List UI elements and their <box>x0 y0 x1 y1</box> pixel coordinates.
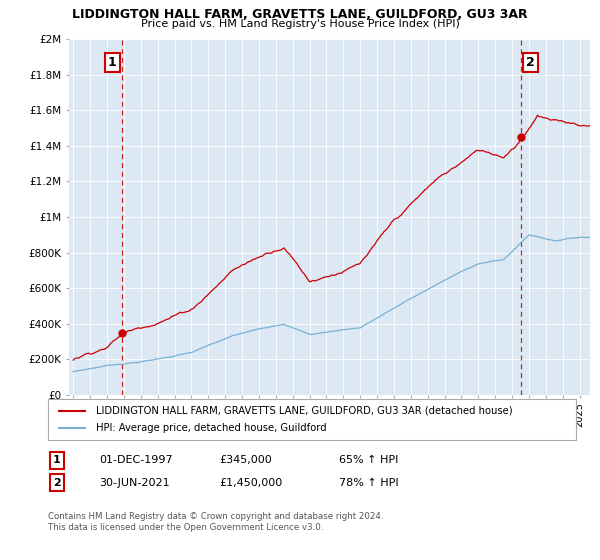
Text: LIDDINGTON HALL FARM, GRAVETTS LANE, GUILDFORD, GU3 3AR: LIDDINGTON HALL FARM, GRAVETTS LANE, GUI… <box>72 8 528 21</box>
Text: £345,000: £345,000 <box>219 455 272 465</box>
Text: £1,450,000: £1,450,000 <box>219 478 282 488</box>
Text: 30-JUN-2021: 30-JUN-2021 <box>99 478 170 488</box>
Text: 01-DEC-1997: 01-DEC-1997 <box>99 455 173 465</box>
Text: LIDDINGTON HALL FARM, GRAVETTS LANE, GUILDFORD, GU3 3AR (detached house): LIDDINGTON HALL FARM, GRAVETTS LANE, GUI… <box>95 405 512 416</box>
Text: 78% ↑ HPI: 78% ↑ HPI <box>339 478 398 488</box>
Text: 2: 2 <box>53 478 61 488</box>
Text: 65% ↑ HPI: 65% ↑ HPI <box>339 455 398 465</box>
Text: 2: 2 <box>526 56 535 69</box>
Text: 1: 1 <box>108 56 117 69</box>
Text: Price paid vs. HM Land Registry's House Price Index (HPI): Price paid vs. HM Land Registry's House … <box>140 19 460 29</box>
Text: Contains HM Land Registry data © Crown copyright and database right 2024.
This d: Contains HM Land Registry data © Crown c… <box>48 512 383 532</box>
Text: 1: 1 <box>53 455 61 465</box>
Text: HPI: Average price, detached house, Guildford: HPI: Average price, detached house, Guil… <box>95 423 326 433</box>
